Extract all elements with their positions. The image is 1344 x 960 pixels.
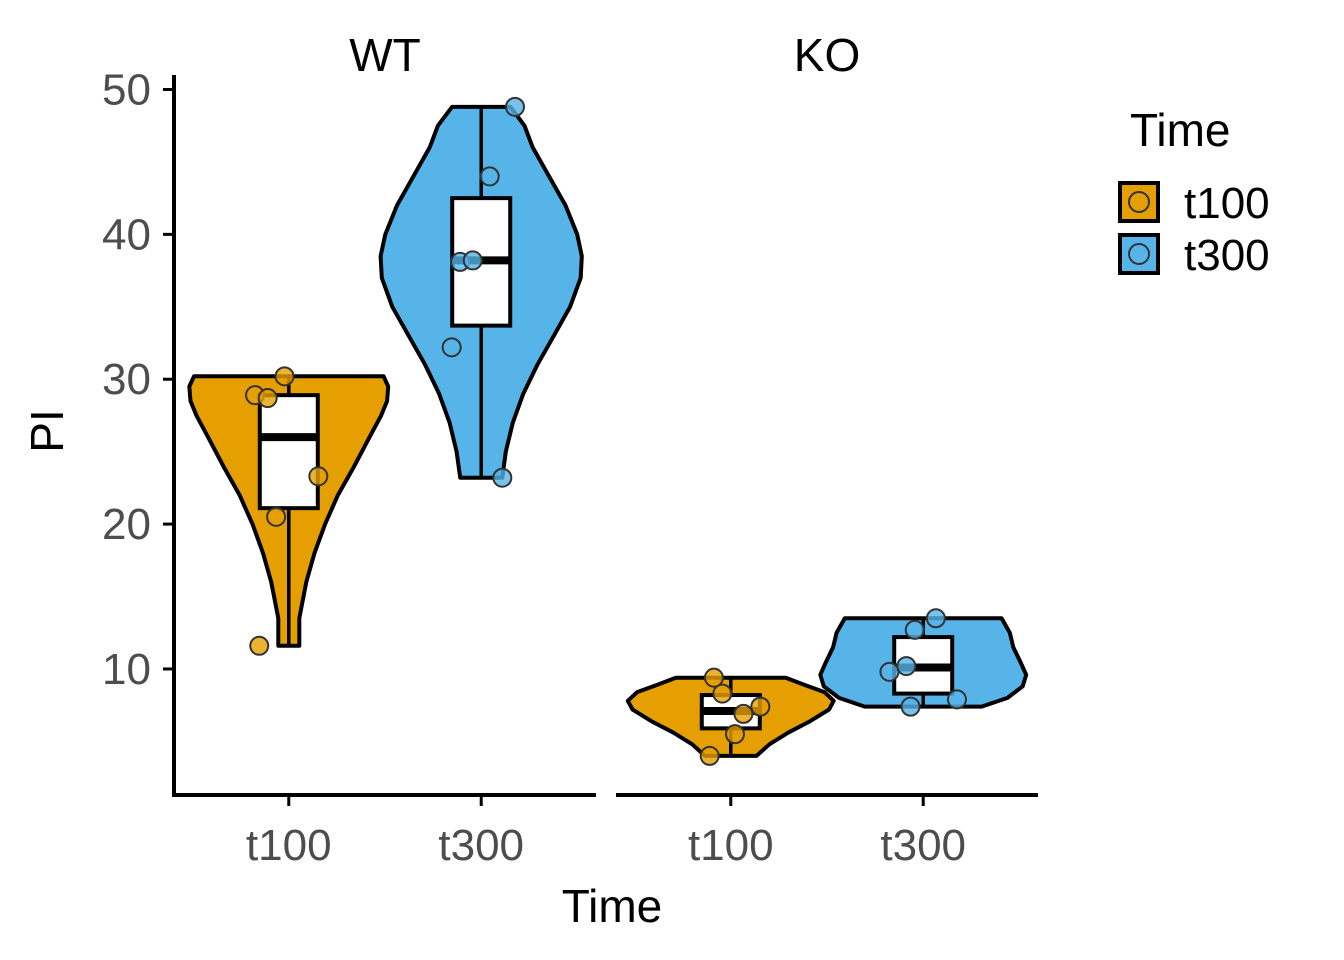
data-point [879,661,900,682]
x-tick-label: t300 [880,821,966,870]
legend [1118,181,1160,275]
panel-ko [616,608,1038,806]
y-tick-label: 30 [102,355,151,404]
data-point [900,696,921,717]
data-point [946,689,967,710]
x-tick-label: t300 [438,821,524,870]
data-point [699,745,720,766]
y-axis-title: PI [21,409,73,452]
x-tick-label: t100 [688,821,774,870]
data-point [925,608,946,629]
data-point [257,388,278,409]
data-point [266,506,287,527]
data-point [492,467,513,488]
legend-key-point [1128,191,1150,213]
legend-key-point [1128,243,1150,265]
data-point [479,166,500,187]
x-tick-label: t100 [246,821,332,870]
data-point [249,635,270,656]
box [257,393,320,511]
data-point [896,656,917,677]
data-point [274,366,295,387]
data-point [750,696,771,717]
data-point [725,724,746,745]
y-tick-label: 40 [102,210,151,259]
legend-title: Time [1130,104,1231,156]
legend-label: t300 [1184,231,1270,280]
y-tick-label: 20 [102,500,151,549]
legend-label: t100 [1184,179,1270,228]
panel-wt [174,96,596,806]
data-point [504,96,525,117]
data-point [462,250,483,271]
data-point [703,667,724,688]
data-point [733,703,754,724]
data-point [441,337,462,358]
y-tick-label: 10 [102,645,151,694]
data-point [308,466,329,487]
x-axis-title: Time [562,880,663,932]
data-point [712,683,733,704]
facet-strip-label: WT [349,29,421,81]
facet-strip-label: KO [794,29,860,81]
data-point [904,619,925,640]
y-tick-label: 50 [102,65,151,114]
